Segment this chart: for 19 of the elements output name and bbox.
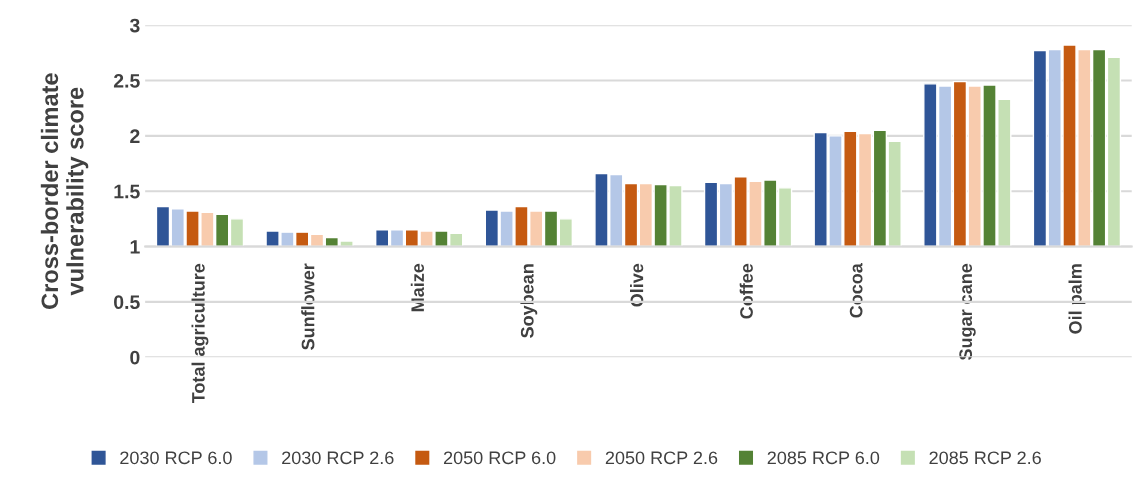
y-tick-label: 1 <box>130 240 140 254</box>
y-tick-label: 3 <box>129 18 140 33</box>
legend-label: 2050 RCP 6.0 <box>443 451 556 465</box>
legend-label: 2050 RCP 2.6 <box>605 451 718 465</box>
y-tick-label: 1.5 <box>114 184 140 199</box>
x-tick-label: Total agriculture <box>191 263 209 404</box>
x-tick-label: Coffee <box>739 263 753 319</box>
legend-label: 2030 RCP 6.0 <box>120 451 232 465</box>
legend-label: 2030 RCP 2.6 <box>282 451 394 465</box>
y-tick-label: 2 <box>130 129 140 143</box>
x-tick-label: Sunflower <box>301 263 315 350</box>
y-axis-title: Cross-border climate vulnerability score <box>40 73 89 309</box>
legend-label: 2085 RCP 2.6 <box>929 451 1041 465</box>
y-tick-label: 2.5 <box>113 73 140 88</box>
x-tick-label: Maize <box>410 263 425 312</box>
y-tick-label: 0 <box>130 350 140 365</box>
x-tick-label: Olive <box>630 263 644 307</box>
y-tick-label: 0.5 <box>114 295 140 310</box>
legend-label: 2085 RCP 6.0 <box>767 451 880 465</box>
